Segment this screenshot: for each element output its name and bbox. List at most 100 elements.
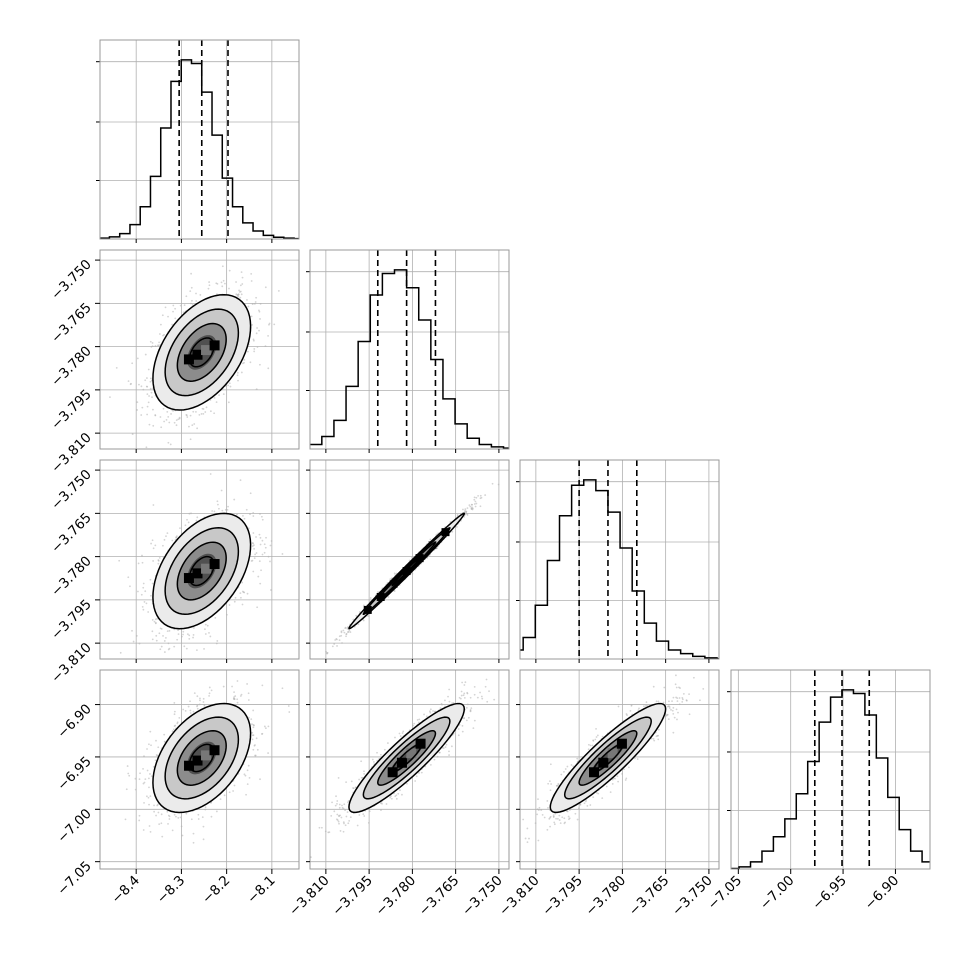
scatter-panel-2-1 <box>100 250 299 449</box>
scatter-point <box>343 631 346 634</box>
scatter-point <box>222 279 225 282</box>
scatter-point <box>253 350 256 353</box>
scatter-point <box>411 572 414 575</box>
scatter-point <box>223 794 226 797</box>
scatter-point <box>175 424 178 427</box>
scatter-point <box>109 396 111 399</box>
scatter-point <box>141 605 144 608</box>
scatter-point <box>174 317 177 320</box>
scatter-point <box>203 648 205 650</box>
scatter-point <box>162 544 164 547</box>
scatter-point <box>325 650 327 653</box>
scatter-point <box>253 303 256 305</box>
scatter-point <box>252 532 255 534</box>
histogram-panel-3 <box>520 460 719 659</box>
scatter-point <box>166 532 169 534</box>
panel-frame <box>99 459 300 660</box>
scatter-point <box>150 744 152 747</box>
scatter-point <box>258 329 260 332</box>
scatter-point <box>181 635 183 638</box>
scatter-point <box>347 630 350 633</box>
scatter-point <box>377 591 379 593</box>
scatter-point <box>178 416 181 419</box>
scatter-point <box>175 661 177 663</box>
scatter-point <box>168 818 171 820</box>
scatter-point <box>192 634 195 636</box>
scatter-point <box>192 710 195 713</box>
scatter-point <box>167 642 170 645</box>
scatter-point <box>213 510 216 513</box>
scatter-point <box>145 385 148 388</box>
scatter-point <box>346 627 349 630</box>
scatter-point <box>451 530 454 533</box>
scatter-point <box>174 307 177 310</box>
scatter-point <box>238 291 241 293</box>
contour-line <box>164 527 240 616</box>
scatter-point <box>215 293 218 296</box>
scatter-point <box>157 562 160 565</box>
scatter-point <box>149 578 152 581</box>
scatter-point <box>152 408 154 411</box>
scatter-point <box>389 578 392 581</box>
contour-line <box>377 541 437 601</box>
scatter-point <box>196 516 199 519</box>
scatter-point <box>204 628 206 631</box>
scatter-point <box>172 728 175 731</box>
scatter-point <box>253 557 256 559</box>
contour-line <box>188 337 215 368</box>
scatter-point <box>152 424 155 427</box>
scatter-point <box>137 590 139 593</box>
scatter-point <box>267 725 270 728</box>
scatter-point <box>491 482 494 485</box>
scatter-point <box>251 723 253 726</box>
scatter-point <box>145 602 148 605</box>
scatter-point <box>464 509 466 512</box>
scatter-point <box>147 777 150 780</box>
scatter-point <box>247 527 250 530</box>
scatter-point <box>119 651 122 654</box>
scatter-point <box>160 426 163 429</box>
scatter-point <box>146 405 149 408</box>
scatter-point <box>465 511 468 514</box>
scatter-point <box>127 576 130 579</box>
scatter-point <box>188 512 191 515</box>
scatter-point <box>479 494 482 497</box>
scatter-point <box>206 624 209 627</box>
histogram-panel-1 <box>100 40 299 239</box>
scatter-point <box>153 620 156 623</box>
scatter-point <box>473 498 476 501</box>
contour-line <box>152 512 252 630</box>
density-cell <box>192 568 203 579</box>
contour-line <box>176 322 227 382</box>
scatter-point <box>251 323 254 326</box>
scatter-point <box>227 384 229 387</box>
scatter-point <box>136 409 138 411</box>
scatter-point <box>475 496 478 499</box>
scatter-point <box>348 629 351 632</box>
histogram-step-line <box>310 269 509 449</box>
scatter-point <box>258 310 261 313</box>
contour-line <box>362 527 451 616</box>
scatter-point <box>159 648 162 651</box>
scatter-point <box>281 553 284 555</box>
scatter-point <box>259 536 262 539</box>
scatter-point <box>251 559 254 562</box>
scatter-point <box>151 345 154 348</box>
scatter-point <box>345 635 347 638</box>
scatter-point <box>152 547 155 550</box>
scatter-point <box>163 733 166 736</box>
scatter-point <box>224 282 226 285</box>
scatter-point <box>137 562 140 565</box>
scatter-point <box>227 505 229 508</box>
scatter-point <box>154 759 157 762</box>
scatter-point <box>140 414 143 416</box>
scatter-point <box>259 582 262 585</box>
panel-frame <box>519 459 720 660</box>
panel-frame <box>99 249 300 450</box>
scatter-point <box>162 407 165 410</box>
scatter-point <box>189 414 192 417</box>
scatter-point <box>138 642 141 645</box>
scatter-point <box>162 334 164 337</box>
scatter-point <box>346 626 349 629</box>
scatter-point <box>188 637 191 640</box>
